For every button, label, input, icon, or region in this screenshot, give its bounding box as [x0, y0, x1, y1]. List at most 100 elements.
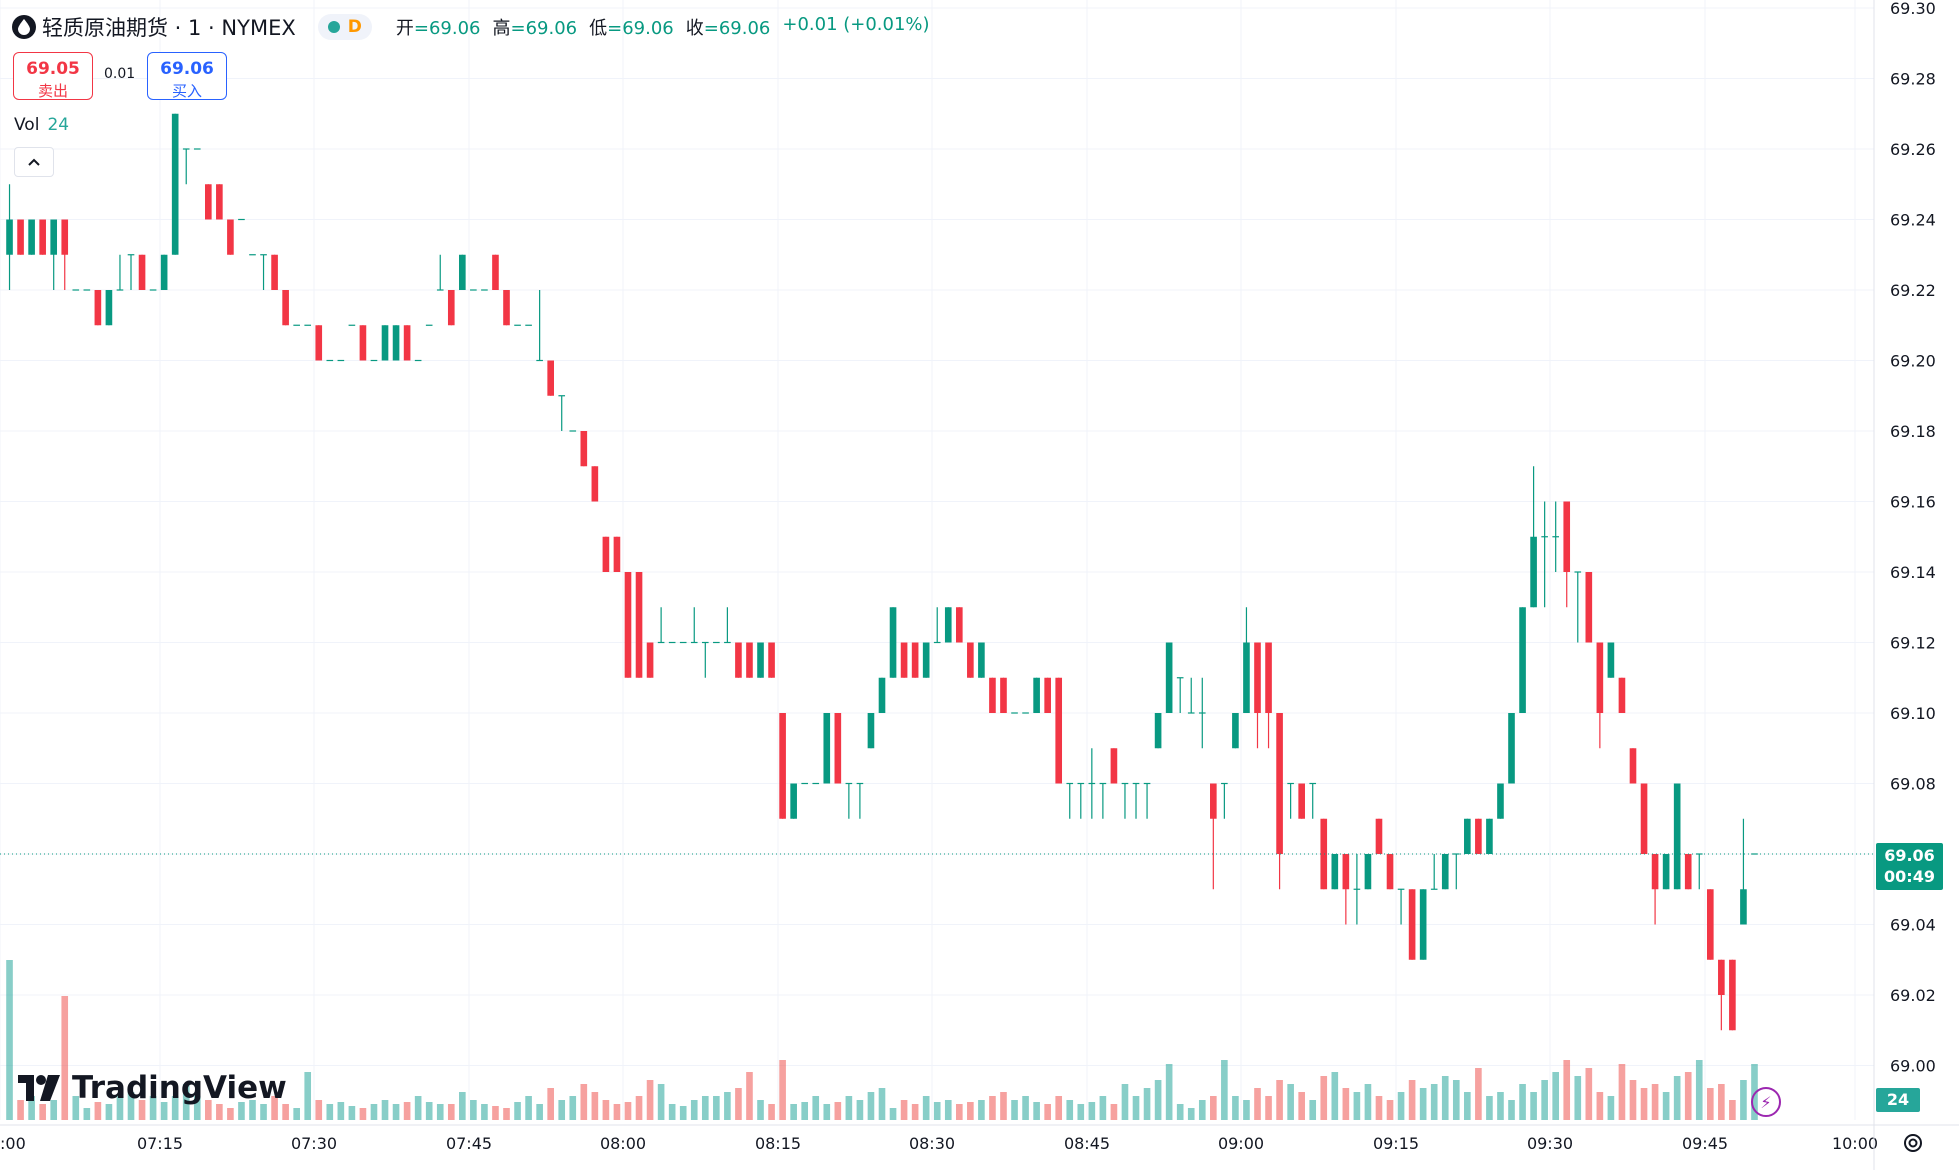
candle-body: [1729, 959, 1736, 1031]
volume-bar: [1618, 1064, 1626, 1120]
candle-body: [878, 677, 886, 713]
tradingview-mark-icon: [18, 1075, 60, 1101]
volume-bar: [1154, 1080, 1162, 1120]
volume-bar: [1684, 1072, 1692, 1120]
candle-body: [1386, 854, 1394, 890]
volume-bar: [182, 1084, 190, 1120]
y-axis-tick-label: 69.28: [1890, 70, 1936, 89]
y-axis-tick-label: 69.26: [1890, 140, 1936, 159]
candle-body: [1497, 783, 1504, 819]
candle-body: [735, 642, 742, 678]
x-axis-tick-label: 10:00: [1832, 1134, 1878, 1153]
x-axis-tick-label: 08:45: [1064, 1134, 1110, 1153]
symbol-title[interactable]: 轻质原油期货 · 1 · NYMEX: [42, 16, 296, 40]
volume-bar: [315, 1100, 323, 1120]
volume-bar: [1574, 1076, 1582, 1120]
candle-body: [1044, 677, 1051, 713]
candle-body: [1419, 889, 1427, 960]
candle-body: [1486, 818, 1493, 854]
tradingview-logo-text: TradingView: [72, 1070, 287, 1106]
volume-bar: [514, 1102, 521, 1120]
volume-bar: [492, 1106, 499, 1120]
candle-body: [1530, 536, 1537, 608]
volume-bar: [238, 1102, 245, 1120]
volume-bar: [348, 1106, 356, 1120]
volume-bar: [933, 1102, 941, 1120]
volume-bar: [801, 1102, 809, 1120]
candle-body: [1331, 854, 1339, 890]
x-axis-tick-label: 08:00: [600, 1134, 646, 1153]
y-axis-tick-label: 69.04: [1890, 916, 1936, 935]
volume-value: 24: [47, 115, 70, 135]
volume-bar: [558, 1100, 566, 1120]
volume-bar: [1099, 1096, 1107, 1120]
buy-label: 买入: [171, 82, 202, 100]
volume-bar: [1718, 1084, 1725, 1120]
lightning-icon[interactable]: ⚡: [1751, 1087, 1781, 1117]
volume-bar: [447, 1104, 455, 1120]
volume-bar: [1408, 1080, 1416, 1120]
volume-bar: [249, 1100, 256, 1120]
sell-button[interactable]: 69.05 卖出: [13, 52, 93, 100]
volume-bar: [160, 1102, 168, 1120]
volume-bar: [657, 1084, 665, 1120]
volume-bar: [978, 1100, 985, 1120]
volume-bar: [1651, 1084, 1659, 1120]
volume-bar: [1353, 1092, 1361, 1120]
candle-body: [757, 642, 764, 678]
volume-bar: [812, 1096, 820, 1120]
gear-icon[interactable]: [1900, 1130, 1926, 1156]
volume-bar: [602, 1100, 610, 1120]
volume-bar: [1044, 1104, 1051, 1120]
crude-oil-drop-icon: [12, 15, 36, 39]
x-axis-tick-label: 09:00: [1218, 1134, 1264, 1153]
volume-bar: [713, 1096, 720, 1120]
candle-body: [1640, 783, 1648, 854]
volume-bar: [1706, 1088, 1714, 1120]
volume-bar: [1508, 1100, 1515, 1120]
x-axis-tick-label: 09:15: [1373, 1134, 1419, 1153]
candle-body: [613, 536, 621, 572]
candle-body: [922, 642, 930, 678]
volume-bar: [105, 1104, 113, 1120]
volume-bar: [94, 1102, 102, 1120]
volume-bar: [1607, 1096, 1615, 1120]
volume-bar: [28, 1096, 35, 1120]
y-axis-tick-label: 69.08: [1890, 775, 1936, 794]
y-axis-tick-label: 69.10: [1890, 704, 1936, 723]
y-axis-tick-label: 69.12: [1890, 634, 1936, 653]
candle-body: [6, 219, 13, 255]
volume-bar: [1011, 1100, 1018, 1120]
volume-bar: [967, 1102, 974, 1120]
volume-bar: [1320, 1076, 1328, 1120]
volume-bar: [282, 1104, 289, 1120]
volume-bar: [1695, 1060, 1703, 1120]
buy-button[interactable]: 69.06 买入: [147, 52, 227, 100]
candle-body: [867, 713, 875, 749]
tradingview-logo[interactable]: TradingView: [18, 1070, 287, 1106]
candle-body: [955, 607, 963, 643]
candle-body: [39, 219, 46, 255]
candle-body: [1618, 677, 1626, 713]
volume-bar: [414, 1096, 422, 1120]
sell-price: 69.05: [26, 59, 80, 79]
candle-body: [989, 677, 996, 713]
volume-bar: [668, 1104, 676, 1120]
volume-bar: [503, 1108, 510, 1120]
candle-body: [1154, 713, 1162, 749]
candle-body: [1662, 854, 1670, 890]
collapse-legend-button[interactable]: [14, 147, 54, 177]
volume-bar: [1452, 1080, 1460, 1120]
volume-bar: [481, 1104, 488, 1120]
volume-indicator-legend[interactable]: Vol 24: [14, 115, 69, 135]
candle-body: [1596, 642, 1604, 713]
volume-bar: [227, 1108, 234, 1120]
candle-body: [381, 325, 389, 361]
candle-body: [1519, 607, 1526, 713]
candle-body: [1629, 748, 1637, 784]
market-status-badge[interactable]: D: [317, 14, 372, 40]
volume-bar: [1143, 1088, 1151, 1120]
volume-bar: [889, 1108, 897, 1120]
volume-bar: [1430, 1084, 1438, 1120]
